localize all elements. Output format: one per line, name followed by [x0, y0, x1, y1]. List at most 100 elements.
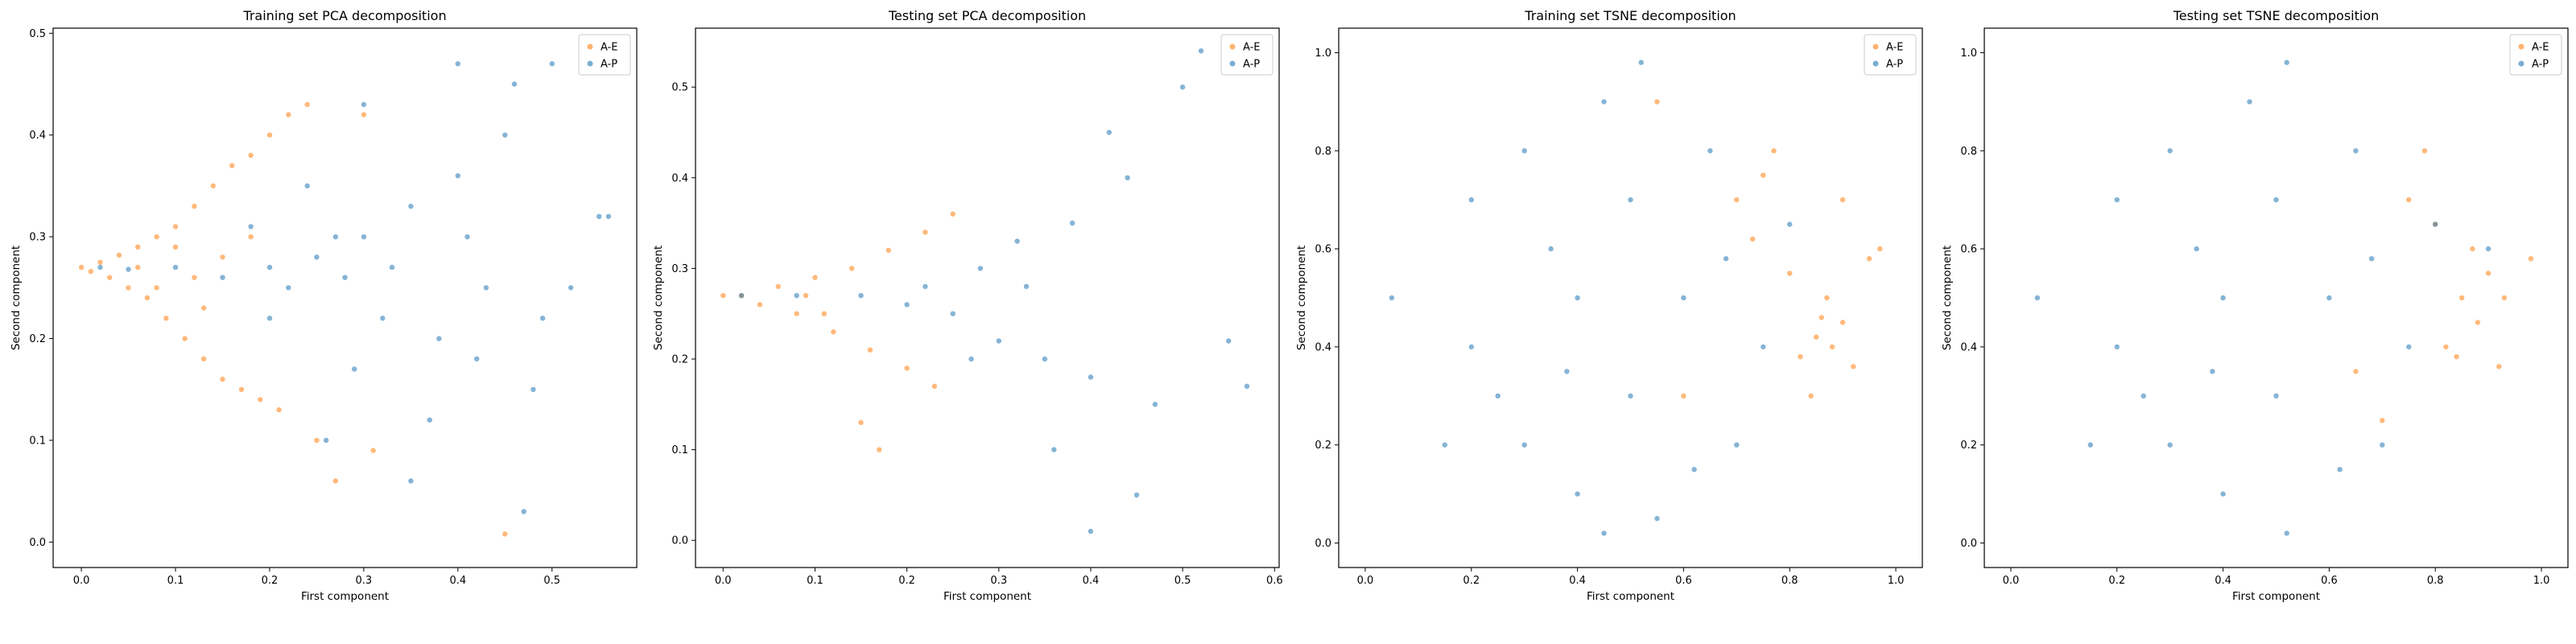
data-point: [173, 265, 178, 270]
data-point: [1867, 256, 1872, 261]
data-point: [201, 357, 206, 361]
y-tick-label: 1.0: [1960, 47, 1977, 60]
legend: A-E A-P: [2510, 35, 2562, 75]
data-point: [540, 316, 545, 320]
data-point: [1443, 443, 1447, 448]
data-point: [1824, 295, 1829, 300]
data-point: [1469, 197, 1474, 202]
legend-label: A-P: [2532, 59, 2549, 71]
x-tick-label: 0.2: [2108, 575, 2125, 587]
x-tick-label: 0.3: [356, 575, 373, 587]
data-point: [2285, 530, 2289, 535]
data-point: [192, 204, 196, 208]
data-point: [951, 312, 956, 316]
x-tick-label: 0.0: [1357, 575, 1374, 587]
legend-label: A-P: [1886, 59, 1903, 71]
legend: A-E A-P: [1864, 35, 1916, 75]
data-point: [220, 254, 225, 259]
data-point: [1601, 99, 1606, 104]
x-axis-label: First component: [301, 590, 389, 603]
y-tick-label: 0.3: [671, 263, 688, 275]
y-tick-label: 1.0: [1315, 47, 1331, 60]
data-point: [1107, 130, 1112, 134]
chart-title: Testing set TSNE decomposition: [2173, 8, 2380, 23]
data-point: [163, 316, 168, 320]
x-tick-label: 0.4: [449, 575, 466, 587]
x-tick-label: 0.8: [2427, 575, 2444, 587]
data-point: [2475, 320, 2480, 324]
data-point: [1628, 197, 1633, 202]
data-point: [2273, 197, 2278, 202]
data-point: [1808, 394, 1813, 398]
y-tick-label: 0.1: [671, 444, 688, 456]
y-tick-label: 0.1: [29, 435, 46, 447]
data-point: [145, 295, 150, 300]
plot-area: [1984, 28, 2568, 568]
x-tick-label: 0.4: [1083, 575, 1100, 587]
data-point: [201, 305, 206, 310]
y-tick-label: 0.8: [1315, 146, 1331, 158]
data-point: [512, 81, 517, 86]
data-point: [2406, 197, 2411, 202]
y-tick-label: 0.4: [29, 130, 46, 142]
data-point: [812, 275, 817, 280]
data-point: [1088, 529, 1093, 534]
data-point: [258, 397, 262, 402]
data-point: [1840, 320, 1845, 324]
data-point: [2470, 246, 2475, 251]
data-point: [305, 102, 310, 107]
data-point: [2035, 295, 2040, 300]
data-point: [2433, 221, 2438, 226]
chart-title: Training set TSNE decomposition: [1524, 8, 1736, 23]
data-point: [2194, 246, 2198, 251]
data-point: [154, 234, 159, 239]
data-point: [2273, 394, 2278, 398]
data-point: [286, 112, 291, 117]
data-point: [1522, 148, 1527, 153]
data-point: [456, 61, 460, 66]
data-point: [1724, 256, 1728, 261]
data-point: [1389, 295, 1394, 300]
x-tick-label: 1.0: [2533, 575, 2550, 587]
data-point: [1707, 148, 1712, 153]
data-point: [1734, 197, 1739, 202]
x-tick-label: 1.0: [1888, 575, 1905, 587]
legend-marker-a-p: [2519, 61, 2524, 67]
legend-label: A-P: [1243, 59, 1260, 71]
data-point: [352, 366, 357, 371]
data-point: [858, 420, 863, 425]
data-point: [276, 407, 281, 412]
data-point: [2353, 369, 2358, 374]
data-point: [314, 254, 319, 259]
data-point: [923, 284, 927, 289]
data-point: [2406, 345, 2411, 349]
data-point: [1681, 394, 1686, 398]
data-point: [1226, 338, 1231, 343]
data-point: [314, 438, 319, 443]
data-point: [2210, 369, 2215, 374]
legend-marker-a-p: [588, 61, 593, 67]
y-tick-label: 0.2: [1960, 440, 1977, 452]
y-tick-label: 0.4: [1960, 341, 1977, 353]
legend-label: A-P: [601, 59, 617, 71]
data-point: [1830, 345, 1835, 349]
data-point: [220, 377, 225, 382]
data-point: [886, 248, 891, 253]
data-point: [2486, 270, 2491, 275]
x-tick-label: 0.1: [167, 575, 184, 587]
data-point: [361, 234, 366, 239]
x-axis-label: First component: [2232, 590, 2320, 603]
data-point: [2502, 295, 2507, 300]
data-point: [1051, 447, 1056, 452]
data-point: [126, 285, 130, 290]
data-point: [794, 312, 799, 316]
data-point: [1199, 48, 1203, 53]
data-point: [89, 269, 93, 274]
data-point: [173, 245, 178, 250]
data-point: [2247, 99, 2252, 104]
data-point: [1819, 315, 1824, 320]
y-tick-label: 0.6: [1960, 244, 1977, 256]
data-point: [904, 302, 909, 307]
